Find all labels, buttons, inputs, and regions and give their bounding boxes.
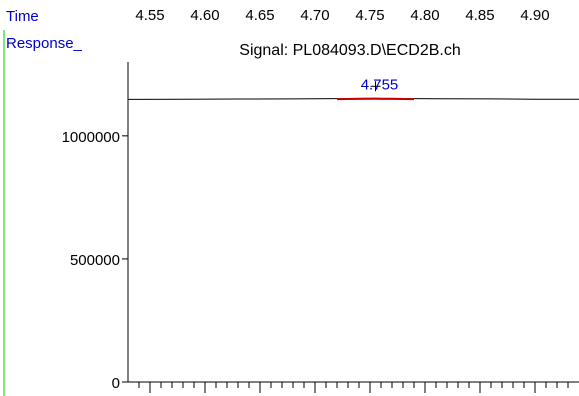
y-tick-label: 500000 [70,252,120,269]
x-tick-label: 4.70 [300,7,329,24]
x-tick-label: 4.85 [465,7,494,24]
chart-annotations: 4.755 [361,76,399,93]
peak-label: 4.755 [361,76,399,93]
x-axis-label: Time [6,8,39,25]
x-tick-label: 4.55 [135,7,164,24]
x-axis-ticks [138,382,569,393]
x-tick-label: 4.60 [190,7,219,24]
x-axis-tick-labels: 4.55 4.60 4.65 4.70 4.75 4.80 4.85 4.90 [135,7,549,24]
x-tick-label: 4.90 [520,7,549,24]
x-tick-label: 4.75 [355,7,384,24]
y-tick-label: 0 [112,375,120,392]
plot-area [127,97,579,101]
y-axis-tick-labels: 0 500000 1000000 [62,129,120,392]
y-axis-label: Response_ [6,35,83,52]
y-axis-ticks [122,135,128,383]
chart-title: Signal: PL084093.D\ECD2B.ch [239,42,460,59]
x-tick-label: 4.80 [410,7,439,24]
y-tick-label: 1000000 [62,129,120,146]
x-tick-label: 4.65 [245,7,274,24]
